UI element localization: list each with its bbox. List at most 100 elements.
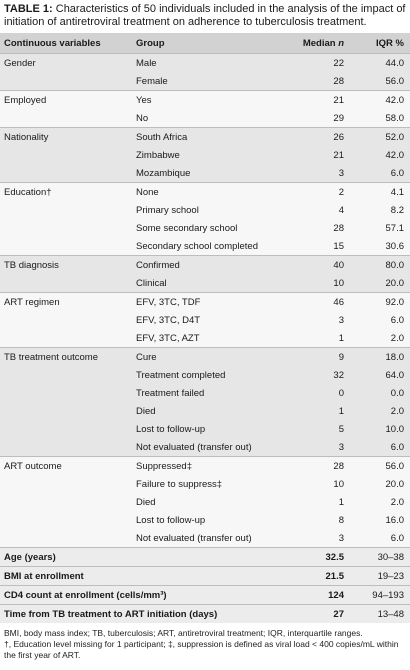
table-row: Secondary school completed 15 30.6 <box>0 237 410 256</box>
cell-variable <box>0 201 132 219</box>
cell-variable <box>0 219 132 237</box>
table-row: Died 1 2.0 <box>0 402 410 420</box>
table-row: Employed Yes 21 42.0 <box>0 90 410 109</box>
table-row: Education† None 2 4.1 <box>0 182 410 201</box>
cell-iqr: 30.6 <box>348 237 410 256</box>
summary-label: Time from TB treatment to ART initiation… <box>0 604 288 623</box>
cell-median: 28 <box>288 456 348 475</box>
cell-median: 5 <box>288 420 348 438</box>
cell-iqr: 56.0 <box>348 456 410 475</box>
table-body: Gender Male 22 44.0 Female 28 56.0 Employed Yes 2… <box>0 53 410 623</box>
table-row: Some secondary school 28 57.1 <box>0 219 410 237</box>
cell-iqr: 44.0 <box>348 53 410 72</box>
summary-median: 124 <box>288 585 348 605</box>
cell-median: 3 <box>288 529 348 548</box>
cell-group: Clinical <box>132 274 288 293</box>
cell-group: None <box>132 182 288 201</box>
cell-median: 2 <box>288 182 348 201</box>
cell-median: 28 <box>288 219 348 237</box>
cell-median: 26 <box>288 127 348 146</box>
table-row: Treatment completed 32 64.0 <box>0 366 410 384</box>
table-row: Primary school 4 8.2 <box>0 201 410 219</box>
cell-median: 3 <box>288 311 348 329</box>
cell-variable <box>0 529 132 548</box>
cell-iqr: 10.0 <box>348 420 410 438</box>
cell-iqr: 42.0 <box>348 146 410 164</box>
cell-group: Yes <box>132 90 288 109</box>
summary-row: Age (years) 32.5 30–38 <box>0 547 410 567</box>
table-row: Gender Male 22 44.0 <box>0 53 410 72</box>
caption-text: Characteristics of 50 individuals includ… <box>4 3 406 28</box>
cell-variable <box>0 511 132 529</box>
cell-median: 0 <box>288 384 348 402</box>
cell-variable <box>0 366 132 384</box>
cell-group: No <box>132 109 288 128</box>
cell-group: Mozambique <box>132 164 288 183</box>
cell-iqr: 18.0 <box>348 347 410 366</box>
summary-label: CD4 count at enrollment (cells/mm³) <box>0 585 288 605</box>
table-row: Failure to suppress‡ 10 20.0 <box>0 475 410 493</box>
summary-row: Time from TB treatment to ART initiation… <box>0 604 410 623</box>
cell-variable: ART regimen <box>0 292 132 311</box>
cell-group: Failure to suppress‡ <box>132 475 288 493</box>
cell-median: 28 <box>288 72 348 91</box>
table-row: ART outcome Suppressed‡ 28 56.0 <box>0 456 410 475</box>
cell-median: 1 <box>288 493 348 511</box>
summary-median: 21.5 <box>288 566 348 586</box>
footnotes: BMI, body mass index; TB, tuberculosis; … <box>0 623 410 661</box>
cell-median: 32 <box>288 366 348 384</box>
table-row: EFV, 3TC, D4T 3 6.0 <box>0 311 410 329</box>
cell-variable <box>0 237 132 256</box>
cell-iqr: 52.0 <box>348 127 410 146</box>
cell-group: Confirmed <box>132 255 288 274</box>
cell-median: 22 <box>288 53 348 72</box>
table-row: Not evaluated (transfer out) 3 6.0 <box>0 529 410 548</box>
cell-iqr: 57.1 <box>348 219 410 237</box>
header-iqr: IQR % <box>348 33 410 54</box>
cell-median: 3 <box>288 438 348 457</box>
cell-group: Treatment failed <box>132 384 288 402</box>
cell-variable <box>0 384 132 402</box>
cell-variable: ART outcome <box>0 456 132 475</box>
cell-iqr: 2.0 <box>348 402 410 420</box>
cell-median: 40 <box>288 255 348 274</box>
cell-median: 1 <box>288 329 348 348</box>
table-row: Lost to follow-up 8 16.0 <box>0 511 410 529</box>
cell-iqr: 20.0 <box>348 274 410 293</box>
cell-variable <box>0 146 132 164</box>
table-row: TB diagnosis Confirmed 40 80.0 <box>0 255 410 274</box>
cell-median: 10 <box>288 274 348 293</box>
cell-median: 21 <box>288 90 348 109</box>
cell-median: 3 <box>288 164 348 183</box>
cell-iqr: 8.2 <box>348 201 410 219</box>
cell-group: EFV, 3TC, TDF <box>132 292 288 311</box>
cell-variable: TB treatment outcome <box>0 347 132 366</box>
cell-iqr: 6.0 <box>348 311 410 329</box>
header-variable: Continuous variables <box>0 33 132 54</box>
cell-variable: Nationality <box>0 127 132 146</box>
summary-row: CD4 count at enrollment (cells/mm³) 124 94… <box>0 585 410 605</box>
cell-median: 21 <box>288 146 348 164</box>
cell-variable <box>0 72 132 91</box>
table-row: Mozambique 3 6.0 <box>0 164 410 183</box>
table-row: Clinical 10 20.0 <box>0 274 410 293</box>
cell-group: Male <box>132 53 288 72</box>
cell-group: Treatment completed <box>132 366 288 384</box>
cell-iqr: 92.0 <box>348 292 410 311</box>
table-row: Treatment failed 0 0.0 <box>0 384 410 402</box>
cell-iqr: 6.0 <box>348 164 410 183</box>
cell-iqr: 64.0 <box>348 366 410 384</box>
cell-iqr: 58.0 <box>348 109 410 128</box>
cell-group: Lost to follow-up <box>132 511 288 529</box>
cell-group: EFV, 3TC, D4T <box>132 311 288 329</box>
summary-label: BMI at enrollment <box>0 566 288 586</box>
cell-variable <box>0 311 132 329</box>
cell-group: Died <box>132 402 288 420</box>
cell-iqr: 56.0 <box>348 72 410 91</box>
table-row: Nationality South Africa 26 52.0 <box>0 127 410 146</box>
cell-variable: Employed <box>0 90 132 109</box>
header-median: Median n <box>288 33 348 54</box>
summary-iqr: 30–38 <box>348 547 410 567</box>
table-row: ART regimen EFV, 3TC, TDF 46 92.0 <box>0 292 410 311</box>
cell-variable <box>0 274 132 293</box>
